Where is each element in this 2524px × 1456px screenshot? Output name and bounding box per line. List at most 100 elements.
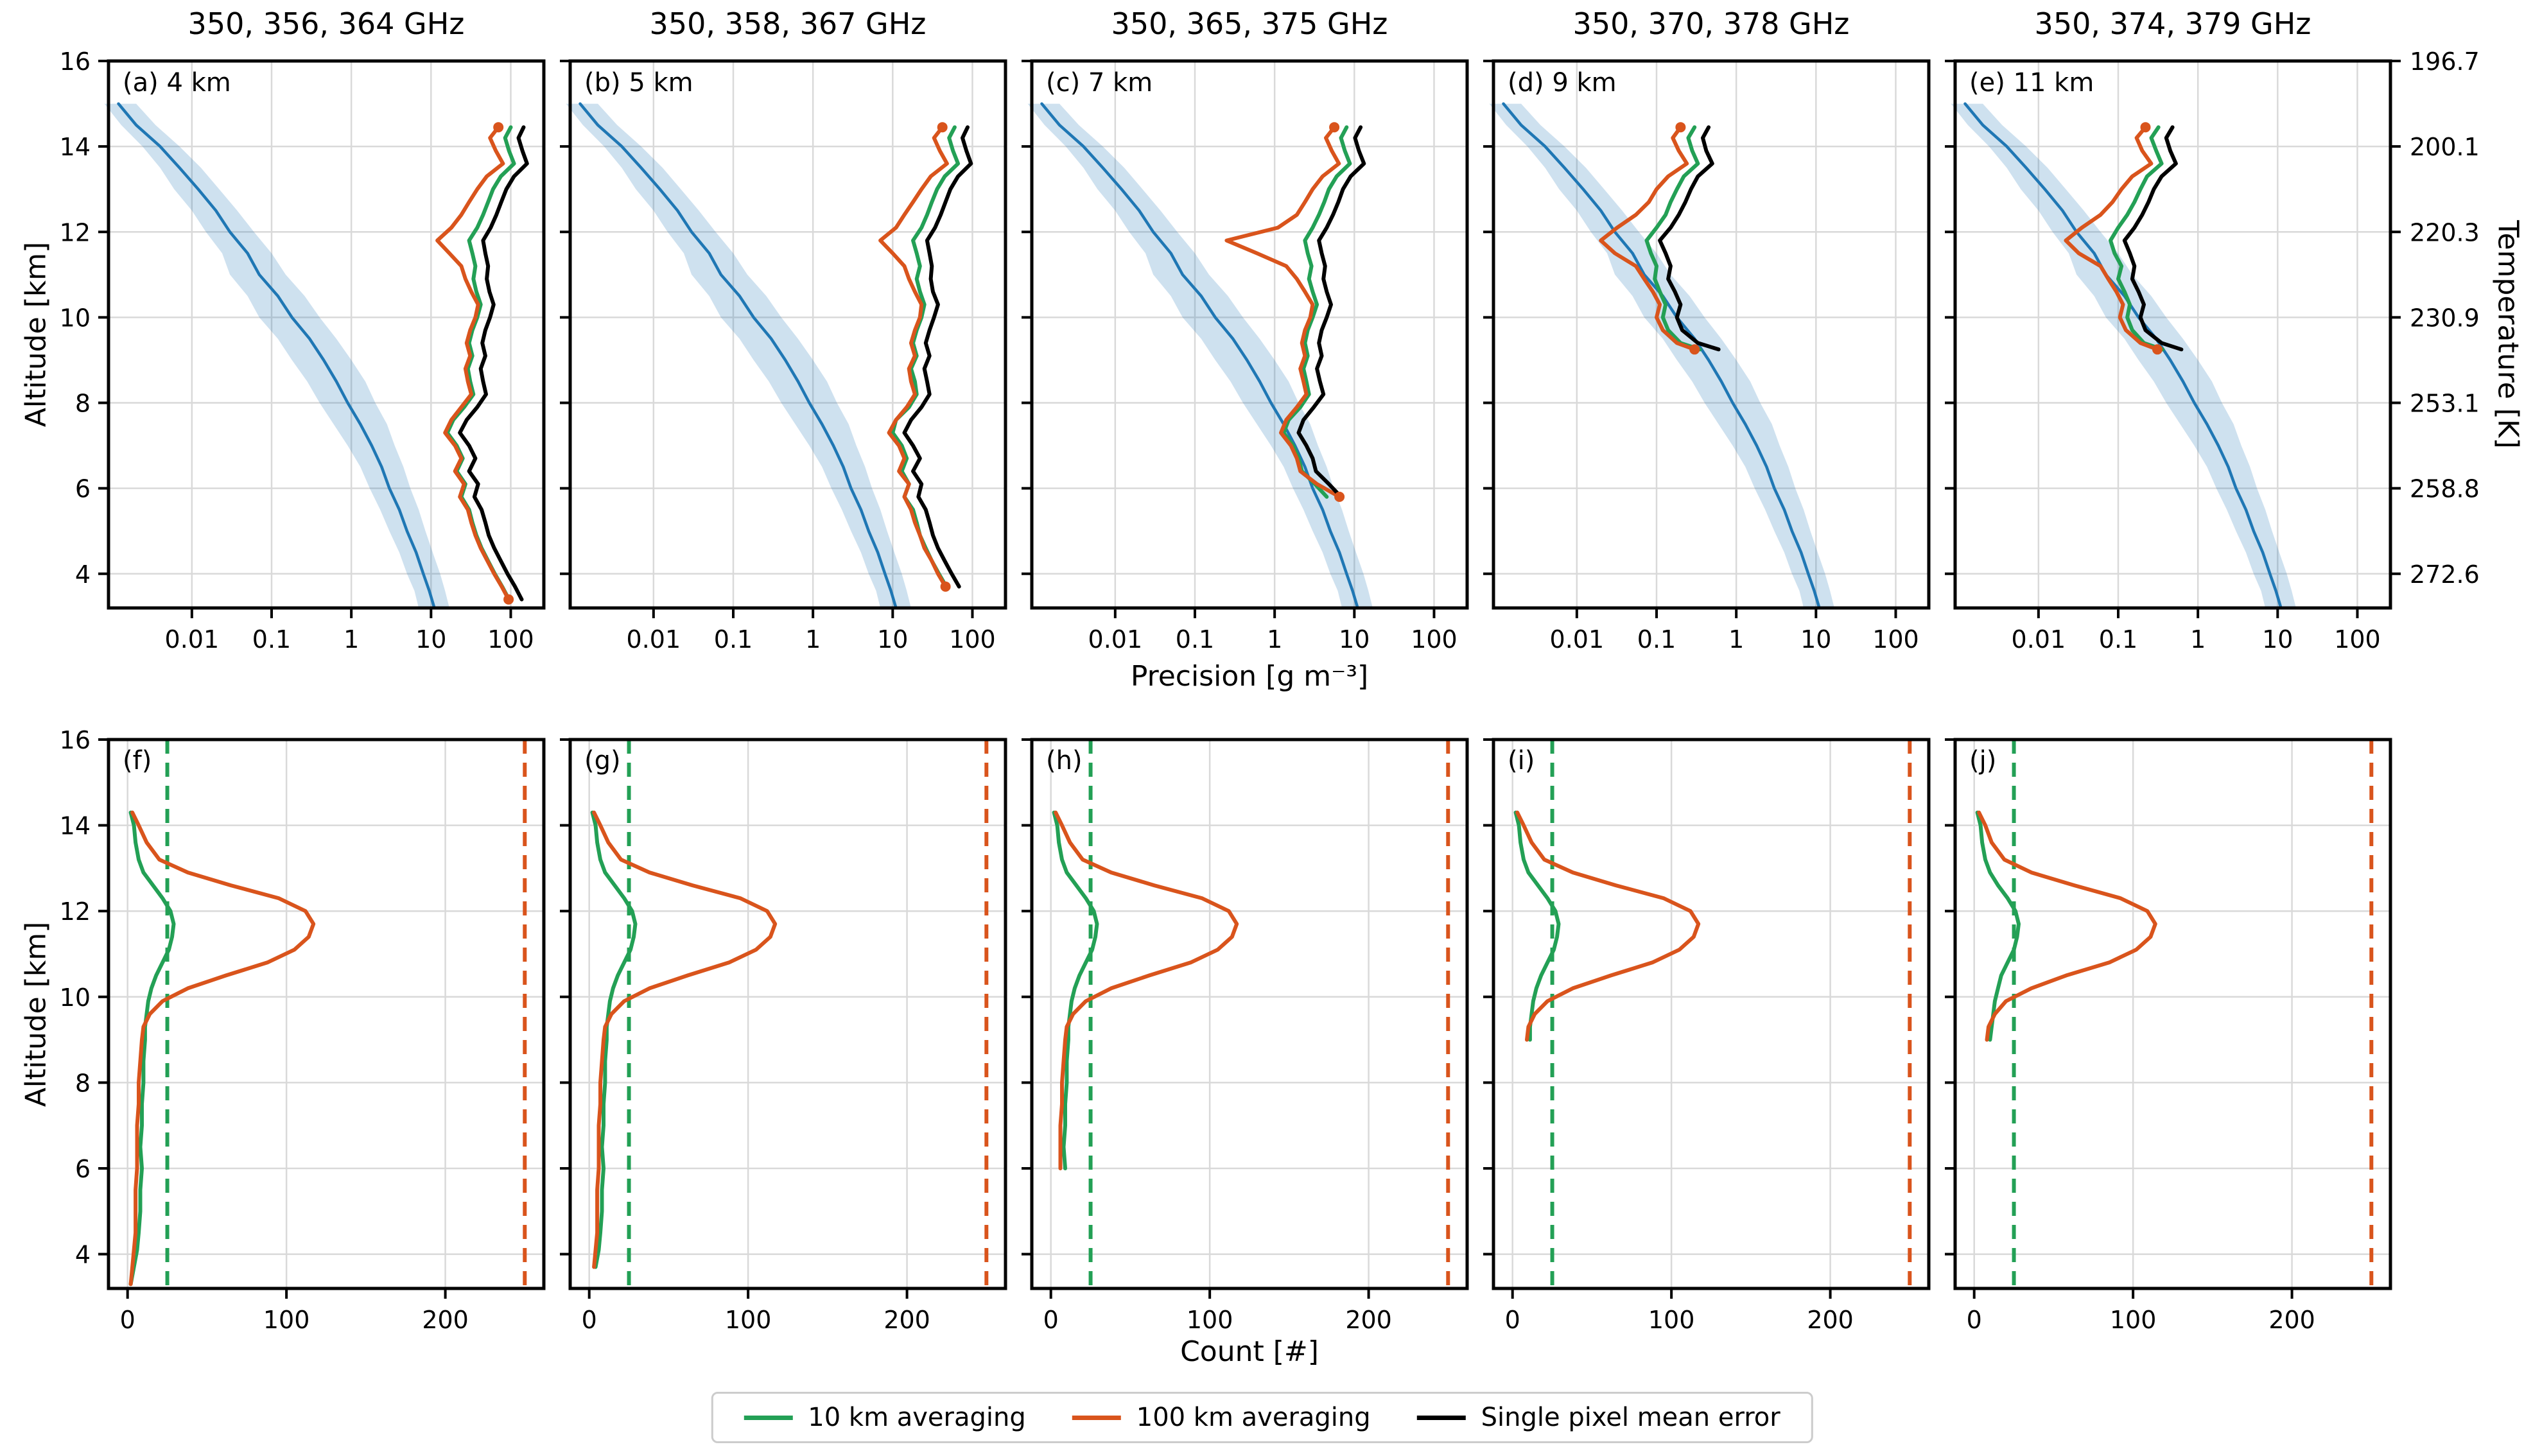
tick-label: 0.01 [2012,625,2066,654]
precision-single-pixel-line [1658,125,1721,352]
panel-c: 0.01 0.1 1 10 100 [1022,59,1469,654]
panel-label-a: (a) 4 km [123,68,231,98]
precision-100km-line [1599,125,1697,352]
mean-profile-line [1502,102,1821,610]
tick-label: 253.1 [2410,390,2480,418]
orange-end-marker [493,122,504,133]
panel-g: 0 100 200 [560,738,1007,1334]
tick-label: 0.1 [2099,625,2137,654]
tick-label: 100 [1648,1306,1695,1334]
x-axis-label-count: Count [#] [1180,1335,1319,1368]
tick-label: 4 [75,560,91,589]
tick-label: 10 [60,984,91,1012]
tick-label: 200 [422,1306,469,1334]
y-axis-label-temperature: Temperature [K] [2491,220,2524,449]
tick-label: 272.6 [2410,560,2480,589]
tick-label: 220.3 [2410,218,2480,247]
precision-100km-line [1224,125,1342,499]
tick-label: 6 [75,1155,91,1183]
tick-label: 0.1 [252,625,291,654]
tick-label: 100 [2110,1306,2157,1334]
count-10km-line [1975,810,2021,1042]
panel-label-d: (d) 9 km [1508,68,1617,98]
axes-spines [1030,59,1469,610]
mean-profile-line [1963,102,2283,610]
tick-label: 6 [75,475,91,503]
tick-label: 200 [1807,1306,1854,1334]
legend-item-single-pixel: Single pixel mean error [1416,1403,1780,1432]
count-100km-line [1054,810,1239,1170]
tick-label: 0 [582,1306,597,1334]
precision-single-pixel-line [1296,125,1366,499]
tick-label: 0 [1505,1306,1520,1334]
legend: 10 km averaging 100 km averaging Single … [711,1392,1813,1443]
axes-spines [1492,59,1931,610]
y-axis-label-altitude-top: Altitude [km] [19,241,53,428]
legend-line-sample-orange [1072,1415,1121,1420]
tick-label: 100 [263,1306,310,1334]
tick-label: 100 [1872,625,1919,654]
count-10km-line [1052,810,1099,1170]
panel-title-a: 350, 356, 364 GHz [187,6,465,41]
orange-end-marker [2152,344,2163,355]
panel-label-j: (j) [1969,746,1997,776]
mean-profile-line [1040,102,1359,610]
orange-end-marker [1329,122,1340,133]
panel-d: 0.01 0.1 1 10 100 [1483,59,1931,654]
panel-b: 0.01 0.1 1 10 100 [560,59,1007,654]
orange-end-marker [940,581,951,592]
legend-line-sample-black [1416,1415,1466,1420]
panel-label-f: (f) [123,746,152,776]
tick-label: 12 [60,218,91,247]
axes-spines [107,738,546,1290]
panel-label-i: (i) [1508,746,1535,776]
tick-label: 8 [75,390,91,418]
tick-label: 100 [487,625,534,654]
orange-end-marker [1675,122,1686,133]
precision-100km-line [878,125,949,589]
tick-label: 1 [1267,625,1282,654]
tick-label: 4 [75,1241,91,1269]
x-axis-label-precision: Precision [g m⁻³] [1130,660,1369,693]
panel-title-c: 350, 365, 375 GHz [1111,6,1388,41]
precision-10km-line [1282,125,1352,499]
tick-label: 10 [1800,625,1831,654]
tick-label: 0 [1043,1306,1059,1334]
mean-uncertainty-band [1489,103,1834,609]
tick-label: 1 [805,625,821,654]
legend-item-10km: 10 km averaging [744,1403,1026,1432]
tick-label: 0.1 [1637,625,1676,654]
precision-10km-line [2109,125,2165,352]
count-100km-line [592,810,778,1269]
tick-label: 0.1 [714,625,753,654]
tick-label: 1 [344,625,359,654]
tick-label: 10 [415,625,446,654]
tick-label: 196.7 [2410,48,2480,76]
tick-label: 100 [725,1306,772,1334]
count-100km-line [1977,810,2157,1042]
count-100km-line [1515,810,1701,1042]
tick-label: 0.01 [165,625,220,654]
y-axis-label-altitude-bottom: Altitude [km] [19,921,53,1107]
mean-uncertainty-band [1027,103,1373,609]
tick-label: 0.01 [627,625,681,654]
tick-label: 200 [2268,1306,2315,1334]
tick-label: 16 [60,48,91,76]
axes-spines [568,738,1007,1290]
tick-label: 10 [1339,625,1370,654]
panel-title-d: 350, 370, 378 GHz [1572,6,1850,41]
orange-end-marker [1334,491,1345,502]
panel-label-b: (b) 5 km [584,68,693,98]
axes-spines [1953,738,2392,1290]
orange-end-marker [937,122,948,133]
panel-label-c: (c) 7 km [1046,68,1153,98]
tick-label: 8 [75,1069,91,1097]
axes-spines [1030,738,1469,1290]
panel-label-h: (h) [1046,746,1083,776]
precision-single-pixel-line [902,125,973,589]
tick-label: 200 [1345,1306,1392,1334]
mean-uncertainty-band [1951,103,2296,609]
tick-label: 100 [1187,1306,1233,1334]
tick-label: 0 [1967,1306,1982,1334]
tick-label: 10 [2262,625,2293,654]
